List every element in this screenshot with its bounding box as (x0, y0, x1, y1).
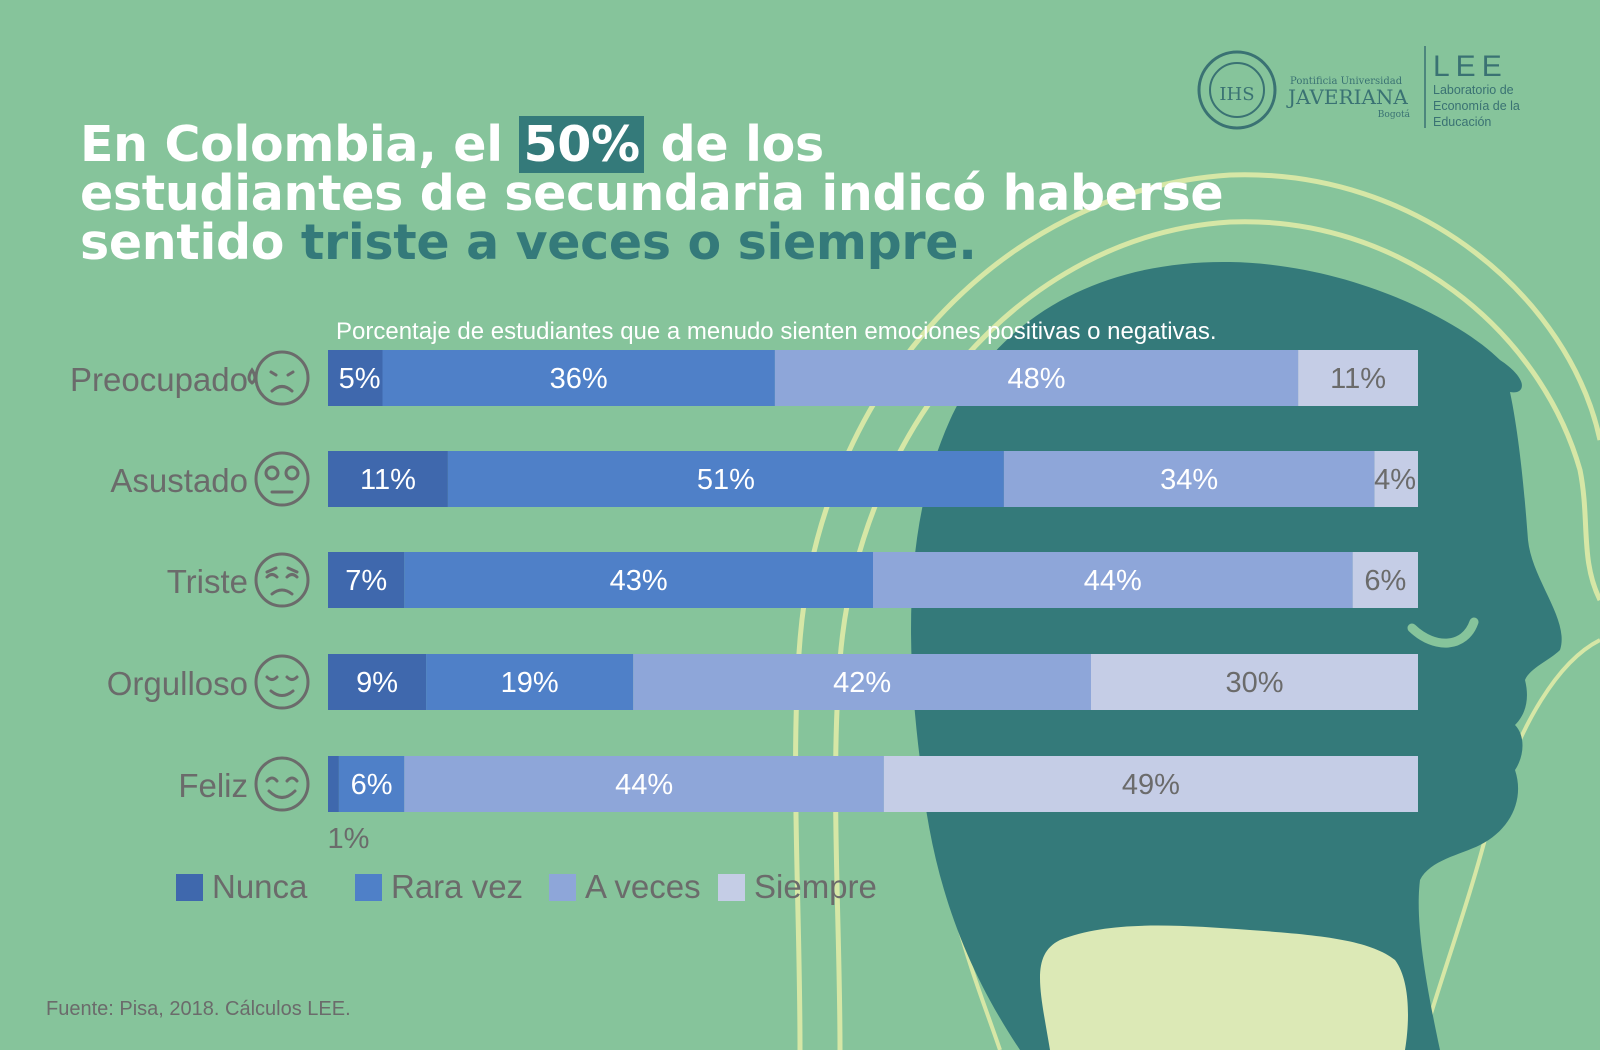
happy-face-icon (254, 756, 310, 812)
bar-feliz-nunca (328, 756, 339, 812)
bar-orgulloso-nunca (328, 654, 427, 710)
legend-label-rara-vez: Rara vez (391, 868, 524, 905)
bar-orgulloso-rara-vez (426, 654, 634, 710)
category-label-orgulloso: Orgulloso (107, 665, 248, 702)
bar-feliz-rara-vez (338, 756, 405, 812)
data-label-orgulloso-a-veces: 42% (833, 667, 891, 699)
page-title: En Colombia, el 50% de los estudiantes d… (80, 116, 1224, 267)
legend-swatch-nunca (176, 873, 203, 901)
data-label-orgulloso-rara-vez: 19% (501, 667, 559, 699)
title-part1: En Colombia, el (80, 116, 503, 173)
title-line3-white: sentido (80, 214, 285, 271)
data-label-feliz-siempre: 49% (1122, 769, 1180, 801)
seal-text: IHS (1219, 84, 1254, 105)
data-label-asustado-siempre: 4% (1374, 464, 1416, 496)
source-note: Fuente: Pisa, 2018. Cálculos LEE. (46, 998, 351, 1020)
legend-label-nunca: Nunca (212, 868, 308, 905)
category-label-preocupado: Preocupado (70, 361, 248, 398)
bar-asustado-rara-vez (447, 451, 1004, 507)
bar-preocupado-siempre (1298, 350, 1418, 406)
data-label-preocupado-siempre: 11% (1330, 363, 1386, 395)
data-label-triste-siempre: 6% (1364, 565, 1406, 597)
legend-swatch-a-veces (549, 873, 576, 901)
data-label-feliz-nunca: 1% (327, 823, 369, 855)
scared-face-icon (254, 451, 310, 507)
data-label-triste-nunca: 7% (345, 565, 387, 597)
title-highlight: 50% (519, 116, 644, 173)
title-line3-dark: triste a veces o siempre. (300, 214, 977, 271)
bar-preocupado-nunca (328, 350, 383, 406)
lee-line2: Economía de la (1433, 99, 1520, 113)
bar-preocupado-a-veces (774, 350, 1299, 406)
bar-preocupado-rara-vez (382, 350, 775, 406)
data-label-orgulloso-siempre: 30% (1225, 667, 1283, 699)
data-label-feliz-rara-vez: 6% (351, 769, 393, 801)
lee-line1: Laboratorio de (1433, 83, 1514, 97)
data-label-asustado-rara-vez: 51% (697, 464, 755, 496)
data-label-triste-rara-vez: 43% (610, 565, 668, 597)
chart-subtitle: Porcentaje de estudiantes que a menudo s… (336, 318, 1217, 345)
bar-triste-rara-vez (404, 552, 873, 608)
data-label-asustado-nunca: 11% (360, 464, 416, 496)
bar-asustado-siempre (1374, 451, 1418, 507)
bar-asustado-nunca (328, 451, 448, 507)
category-label-triste: Triste (167, 563, 248, 600)
data-label-orgulloso-nunca: 9% (356, 667, 398, 699)
javeriana-line3: Bogotá (1378, 109, 1411, 120)
bar-triste-nunca (328, 552, 405, 608)
bar-asustado-a-veces (1003, 451, 1375, 507)
data-label-preocupado-rara-vez: 36% (550, 363, 608, 395)
lee-title: LEE (1433, 50, 1508, 83)
javeriana-seal-icon: IHS (1197, 50, 1277, 130)
data-label-feliz-a-veces: 44% (615, 769, 673, 801)
bar-triste-a-veces (873, 552, 1353, 608)
legend-item-a-veces: A veces (549, 868, 701, 906)
legend-item-rara-vez: Rara vez (355, 868, 523, 906)
legend-item-siempre: Siempre (718, 868, 877, 906)
legend-label-a-veces: A veces (585, 868, 701, 905)
bar-feliz-siempre (883, 756, 1418, 812)
data-label-preocupado-a-veces: 48% (1007, 363, 1065, 395)
category-label-feliz: Feliz (178, 767, 248, 804)
bar-orgulloso-siempre (1091, 654, 1418, 710)
data-label-preocupado-nunca: 5% (339, 363, 381, 395)
category-label-asustado: Asustado (110, 462, 248, 499)
proud-face-icon (254, 654, 310, 710)
data-label-asustado-a-veces: 34% (1160, 464, 1218, 496)
legend-swatch-rara-vez (355, 873, 382, 901)
bar-orgulloso-a-veces (633, 654, 1091, 710)
javeriana-line2: JAVERIANA (1286, 85, 1408, 109)
title-line2: estudiantes de secundaria indicó haberse (80, 165, 1224, 222)
bar-feliz-a-veces (404, 756, 884, 812)
legend-item-nunca: Nunca (176, 868, 307, 906)
title-part2: de los (660, 116, 825, 173)
sad-face-icon (254, 552, 310, 608)
logos: IHS Pontificia Universidad JAVERIANA Bog… (1197, 46, 1520, 130)
legend-swatch-siempre (718, 873, 745, 901)
worried-face-icon (247, 350, 310, 406)
bar-triste-siempre (1352, 552, 1418, 608)
legend-label-siempre: Siempre (754, 868, 877, 905)
lee-line3: Educación (1433, 115, 1491, 129)
javeriana-line1: Pontificia Universidad (1290, 76, 1403, 87)
data-label-triste-a-veces: 44% (1084, 565, 1142, 597)
